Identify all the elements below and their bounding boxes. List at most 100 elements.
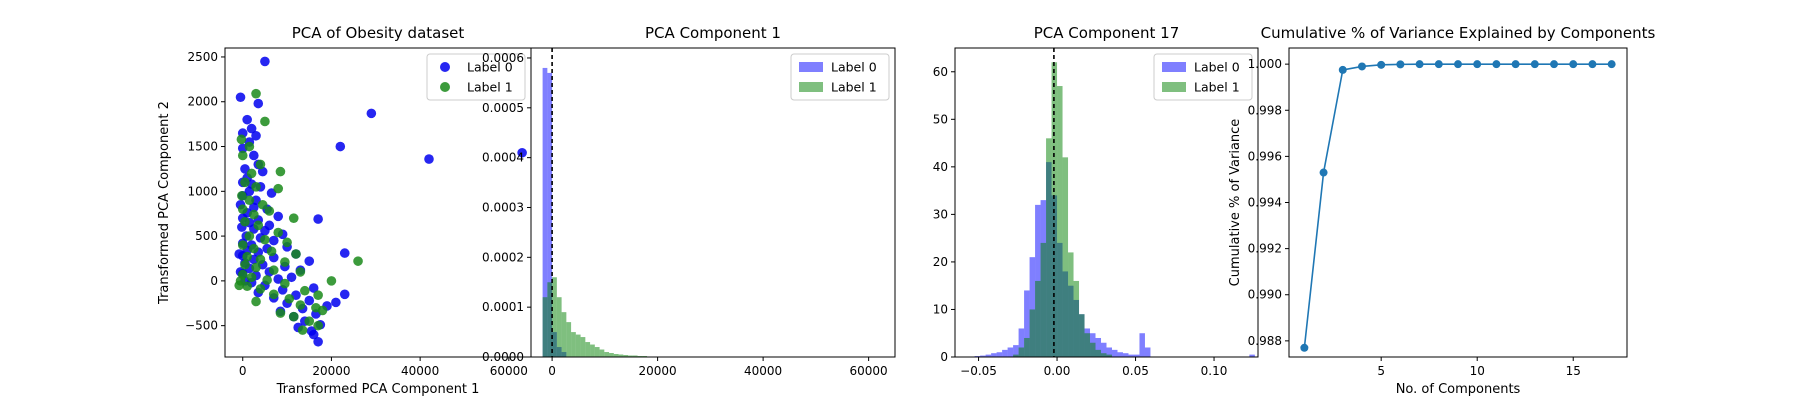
- scatter-point: [253, 98, 264, 109]
- series-1: [542, 277, 648, 357]
- scatter-point: [251, 130, 261, 141]
- y-tick-label: 0: [210, 274, 218, 288]
- y-tick-label: 0.0001: [482, 300, 524, 314]
- axes-frame: [954, 47, 1259, 358]
- scatter-point: [246, 123, 257, 134]
- x-tick-label: 10: [1470, 364, 1485, 378]
- y-tick-label: 1000: [187, 184, 218, 198]
- histogram-bar: [609, 353, 614, 357]
- scatter-point: [273, 227, 284, 238]
- scatter-point: [268, 289, 279, 300]
- histogram-bar: [542, 297, 548, 357]
- legend-marker: [440, 62, 450, 72]
- scatter-point: [268, 265, 279, 275]
- histogram-bar: [1018, 328, 1025, 357]
- scatter-point: [517, 147, 527, 158]
- panel-4: 5 10 15 0.988 0.990 0.992 0.994 0.996 0.998 1.000…: [1228, 24, 1656, 397]
- y-tick-label: 0: [940, 350, 948, 364]
- x-tick-label: 0.00: [1044, 364, 1071, 378]
- y-tick-label: 0.0000: [482, 350, 524, 364]
- scatter-point: [255, 254, 266, 265]
- legend-box: [426, 53, 526, 101]
- scatter-point: [262, 275, 272, 285]
- scatter-point: [424, 154, 434, 164]
- histogram-bar: [1002, 349, 1008, 357]
- panel-1: 0 20000 40000 60000 −500 0 500 1000 1500 2000 2500…: [157, 24, 532, 397]
- line-marker: [1473, 60, 1482, 69]
- scatter-point: [249, 209, 259, 220]
- x-tick-label: 40000: [744, 364, 782, 378]
- y-tick-label: 0.998: [1248, 103, 1282, 117]
- histogram-bar: [632, 355, 638, 357]
- scatter-point: [260, 225, 270, 236]
- legend-swatch: [799, 82, 823, 92]
- histogram-bar: [1101, 342, 1107, 357]
- y-tick-label: −500: [185, 319, 218, 333]
- scatter-point: [282, 237, 292, 248]
- histogram-bar: [1035, 280, 1041, 357]
- scatter-point: [339, 289, 350, 300]
- line-marker: [1550, 60, 1559, 69]
- scatter-point: [291, 249, 301, 259]
- line-marker: [1530, 60, 1539, 69]
- scatter-point: [251, 296, 261, 307]
- histogram-bar: [1106, 354, 1112, 357]
- scatter-point: [240, 216, 250, 227]
- histogram-bar: [1062, 157, 1069, 357]
- histogram-bar: [575, 334, 581, 357]
- scatter-point: [237, 204, 248, 215]
- legend-label: Label 1: [467, 80, 513, 95]
- series-1: [234, 88, 363, 335]
- scatter-point: [268, 235, 279, 246]
- y-tick-label: 0.994: [1248, 196, 1282, 210]
- axes-frame: [1288, 47, 1628, 358]
- line-marker: [1434, 60, 1443, 69]
- scatter-point: [253, 220, 264, 231]
- scatter-point: [304, 256, 315, 266]
- histogram-bar: [1018, 347, 1025, 357]
- histogram-bar: [1128, 354, 1134, 357]
- scatter-point: [280, 257, 290, 267]
- x-tick-label: 60000: [490, 364, 528, 378]
- y-tick-label: 500: [195, 229, 218, 243]
- scatter-point: [308, 283, 319, 293]
- legend-label: Label 1: [1194, 80, 1240, 95]
- histogram-bar: [1013, 345, 1019, 357]
- scatter-point: [264, 206, 275, 216]
- scatter-point: [335, 141, 346, 152]
- ticks: 0 20000 40000 60000 −500 0 500 1000 1500 2000 2500: [185, 50, 528, 378]
- line-marker: [1377, 60, 1386, 69]
- legend-swatch: [799, 62, 823, 72]
- scatter-point: [237, 190, 247, 201]
- scatter-point: [251, 182, 261, 192]
- scatter-point: [244, 195, 255, 206]
- scatter-point: [249, 202, 259, 213]
- histogram-bar: [1013, 354, 1019, 357]
- scatter-point: [255, 284, 266, 294]
- y-tick-label: 1.000: [1248, 57, 1282, 71]
- legend-label: Label 0: [1194, 60, 1240, 75]
- y-tick-label: 0.0005: [482, 101, 524, 115]
- histogram-bar: [556, 297, 562, 357]
- ticks: −0.05 0.00 0.05 0.10 0 10 20 30 40 50 60: [933, 65, 1228, 378]
- x-tick-label: 60000: [850, 364, 888, 378]
- scatter-point: [308, 329, 319, 340]
- line-marker: [1588, 60, 1597, 69]
- line-marker: [1492, 60, 1501, 69]
- line-marker: [1415, 60, 1424, 69]
- histogram-bar: [599, 349, 605, 357]
- scatter-point: [255, 159, 266, 170]
- x-tick-label: 20000: [312, 364, 350, 378]
- histogram-bar: [1068, 252, 1074, 357]
- plot-area: [234, 56, 527, 347]
- y-tick-label: 30: [933, 207, 948, 221]
- scatter-point: [339, 248, 350, 258]
- scatter-point: [331, 297, 341, 308]
- line-marker: [1319, 168, 1328, 177]
- plot-area: [1300, 60, 1616, 352]
- histogram-bar: [1144, 347, 1151, 357]
- x-tick-label: 15: [1566, 364, 1581, 378]
- y-tick-label: 0.992: [1248, 242, 1282, 256]
- histogram-bar: [985, 354, 992, 357]
- y-tick-label: 60: [933, 65, 948, 79]
